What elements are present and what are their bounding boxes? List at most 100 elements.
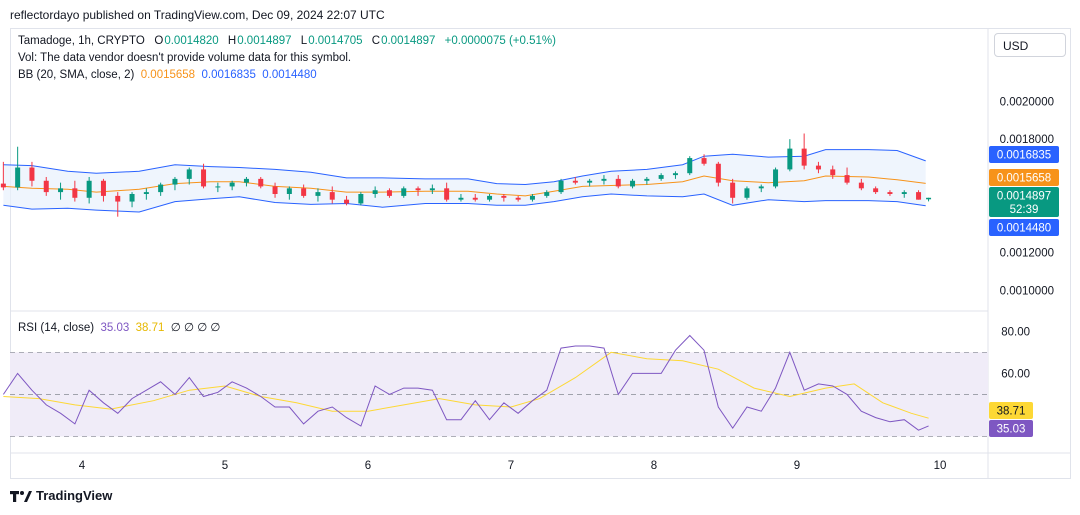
axis-badges: 0.0016835 0.0015658 0.0014897 52:39 0.00… [989,146,1059,437]
price-tick-label: 0.0020000 [1000,96,1054,108]
rsi-legend: RSI (14, close) 35.03 38.71 ∅ ∅ ∅ ∅ [18,320,220,334]
candle-body [630,180,636,187]
bollinger-bands [3,149,926,213]
candle-body [72,188,78,198]
last-price-badge [989,187,1059,217]
low-key: L [300,35,308,47]
price-tick-label: 0.0010000 [1000,285,1054,297]
candle-body [601,178,607,181]
price-tick-label: 0.0018000 [1000,134,1054,146]
volume-note: Vol: The data vendor doesn't provide vol… [18,52,352,64]
chart-frame [10,28,1071,479]
symbol-label[interactable]: Tamadoge, 1h, CRYPTO [18,35,145,47]
bb-fill [3,149,926,212]
candle-body [315,192,321,196]
time-tick-label: 5 [222,460,228,472]
bb-upper-badge [989,146,1059,163]
bb-basis-badge-text: 0.0015658 [997,173,1051,185]
candle-body [501,195,507,198]
bb-basis-badge [989,169,1059,186]
candle-body [458,197,464,200]
candle-body [773,169,779,187]
bb-upper-value: 0.0016835 [201,69,256,81]
candle-body [243,178,249,183]
candle-body [86,180,92,198]
candle-body [172,178,178,185]
bb-lower-badge-text: 0.0014480 [997,223,1051,235]
candle-body [115,195,121,202]
rsi-value: 35.03 [100,322,130,334]
candle-body [386,190,392,196]
change-value: +0.0000075 (+0.51%) [444,35,556,47]
candle-body [572,180,578,183]
time-tick-label: 8 [651,460,657,472]
candle-body [401,188,407,196]
rsi-label[interactable]: RSI (14, close) [18,322,95,334]
candle-body [215,186,221,188]
candle-body [258,178,264,187]
candle-body [658,175,664,179]
candle-body [301,188,307,196]
bb-lower-line [3,193,926,213]
candle-body [529,195,535,200]
rsi-tick-label: 60.00 [1001,368,1030,380]
price-axis-labels[interactable]: 0.0010000 0.0012000 0.0018000 0.0020000 60.0… [1000,96,1054,380]
publish-header: reflectordayo published on TradingView.c… [10,8,385,22]
candle-body [286,188,292,194]
currency-button[interactable]: USD [994,33,1066,57]
candle-body [15,167,21,188]
candles [0,133,932,217]
candle-body [358,194,364,204]
rsi-badge-text: 35.03 [997,424,1026,436]
rsi-ma-value: 38.71 [135,322,165,334]
rsi-line [2,334,929,431]
time-tick-label: 4 [79,460,86,472]
candle-body [672,173,678,176]
candle-body [858,182,864,189]
last-price-badge-text: 0.0014897 [997,191,1051,203]
candle-countdown: 52:39 [1010,204,1039,216]
candle-body [58,188,64,193]
close-key: C [371,35,381,47]
candle-body [744,188,750,198]
candle-body [158,184,164,193]
candle-body [815,165,821,170]
rsi-na-values: ∅ ∅ ∅ ∅ [170,322,221,334]
candle-body [29,167,35,181]
candle-body [229,182,235,187]
time-tick-label: 9 [794,460,800,472]
candle-body [801,148,807,166]
candle-body [873,188,879,193]
rsi-ma-badge-text: 38.71 [997,406,1026,418]
candle-body [887,192,893,194]
open-key: O [154,35,164,47]
candle-body [100,180,106,196]
bb-lower-badge [989,219,1059,236]
candle-body [830,169,836,176]
candle-body [558,180,564,193]
rsi-ma-badge [989,402,1033,419]
candle-body [415,188,421,191]
candle-body [186,169,192,179]
candle-body [444,188,450,200]
bb-label[interactable]: BB (20, SMA, close, 2) [18,69,135,81]
candle-body [901,192,907,194]
candle-body [143,192,149,194]
candle-body [544,192,550,196]
open-value: 0.0014820 [164,35,219,47]
candle-body [201,169,207,187]
rsi-badge [989,420,1033,437]
candle-body [687,158,693,174]
candle-body [926,197,932,200]
bb-basis-value: 0.0015658 [140,69,196,81]
tradingview-footer[interactable]: TradingView [10,488,112,503]
high-key: H [227,35,237,47]
candle-body [272,186,278,194]
time-tick-label: 6 [365,460,371,472]
candle-body [43,180,49,193]
time-axis-labels[interactable]: 4 5 6 7 8 9 10 [79,460,947,472]
low-value: 0.0014705 [308,35,363,47]
candle-body [644,178,650,181]
bb-legend: BB (20, SMA, close, 2) 0.0015658 0.00168… [18,69,317,81]
